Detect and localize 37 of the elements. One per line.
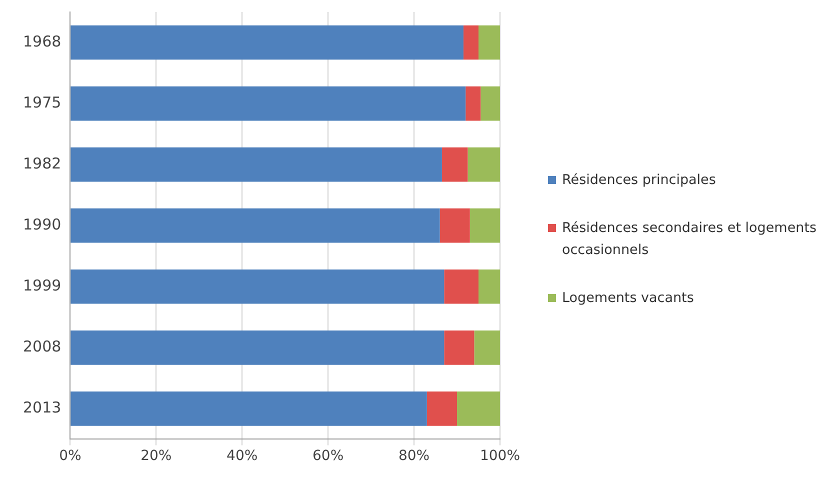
bar xyxy=(444,330,474,365)
legend-label: Résidences principales xyxy=(562,171,716,190)
y-tick-label: 1999 xyxy=(22,276,62,295)
legend-label: Logements vacants xyxy=(562,289,694,308)
bar xyxy=(426,392,458,426)
bar xyxy=(70,147,442,182)
bar xyxy=(466,86,481,121)
bar xyxy=(468,147,500,182)
bar xyxy=(470,208,500,243)
bar xyxy=(70,392,427,426)
bar xyxy=(70,330,444,365)
bar xyxy=(478,269,500,304)
x-tick-label: 60% xyxy=(312,448,344,464)
x-tick-label: 100% xyxy=(480,448,520,464)
x-tick-label: 0% xyxy=(59,448,82,464)
bar xyxy=(457,392,500,426)
y-tick-label: 1968 xyxy=(22,32,62,50)
bar xyxy=(70,86,466,121)
bar xyxy=(478,25,500,60)
legend-label: Résidences secondaires et logements occasionnels xyxy=(562,219,818,260)
bar xyxy=(463,25,479,60)
bar xyxy=(444,269,479,304)
x-tick-label: 20% xyxy=(140,448,172,464)
bar xyxy=(442,147,468,182)
x-tick-label: 80% xyxy=(398,448,430,464)
bar xyxy=(70,269,444,304)
x-tick-label: 40% xyxy=(226,448,258,464)
y-tick-label: 1990 xyxy=(22,215,62,234)
bar xyxy=(70,208,440,243)
bar xyxy=(480,86,500,121)
y-tick-label: 1975 xyxy=(22,93,62,112)
bar xyxy=(474,330,500,365)
y-tick-label: 2013 xyxy=(22,398,62,417)
bar xyxy=(440,208,470,243)
y-tick-label: 2008 xyxy=(22,338,62,356)
y-tick-label: 1982 xyxy=(22,154,62,172)
bar xyxy=(70,25,464,60)
